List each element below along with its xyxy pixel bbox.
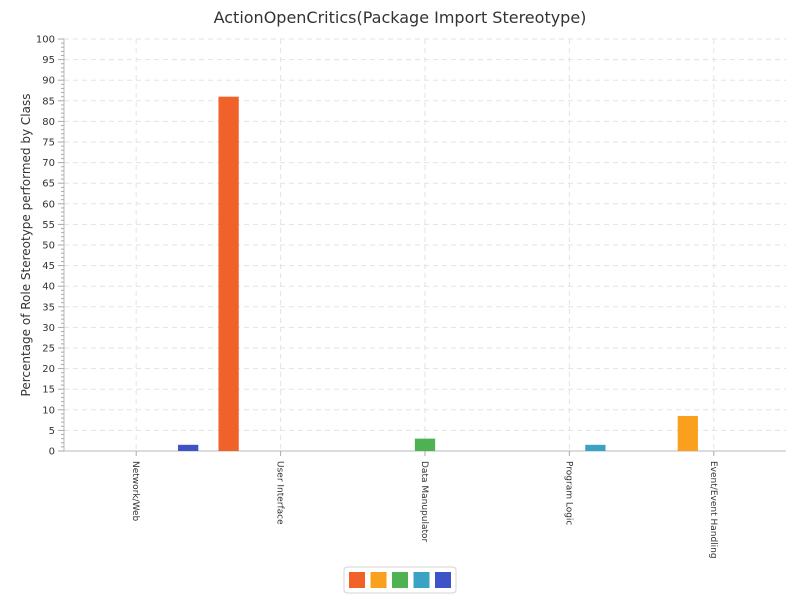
y-tick-label: 70 [42, 158, 55, 169]
x-tick-label: User Interface [275, 461, 285, 525]
legend-swatch[interactable] [392, 572, 408, 588]
y-tick-label: 80 [42, 117, 55, 128]
y-tick-label: 55 [42, 220, 55, 231]
y-tick-label: 25 [42, 344, 55, 355]
legend-swatch[interactable] [370, 572, 387, 588]
legend[interactable] [343, 566, 457, 594]
axes: 0 5 10 15 20 25 30 35 40 45 50 55 60 65 70 75 80 85 90 95 10… [36, 35, 786, 559]
y-tick-label: 60 [42, 199, 55, 210]
legend-swatch[interactable] [349, 572, 365, 588]
x-tick-label: Network/Web [130, 461, 140, 522]
x-tick-label: Event/Event Handling [708, 461, 718, 559]
y-tick-label: 50 [42, 241, 55, 252]
y-axis-label: Percentage of Role Stereotype performed … [19, 94, 33, 397]
bars [178, 96, 698, 452]
grid [64, 38, 786, 451]
y-tick-label: 95 [42, 55, 55, 66]
y-tick-label: 20 [42, 364, 55, 375]
y-tick-label: 90 [42, 76, 55, 87]
bar[interactable] [178, 444, 199, 451]
x-tick-label: Program Logic [563, 461, 573, 525]
y-tick-label: 30 [42, 323, 55, 334]
y-tick-label: 45 [42, 261, 55, 272]
y-tick-label: 10 [42, 405, 55, 416]
bar[interactable] [677, 415, 698, 451]
y-tick-label: 5 [49, 426, 55, 437]
y-tick-label: 100 [36, 35, 55, 46]
bar[interactable] [585, 444, 606, 451]
y-tick-label: 75 [42, 138, 55, 149]
legend-swatch[interactable] [413, 572, 430, 588]
bar[interactable] [414, 438, 436, 451]
x-tick-label: Data Manupulator [419, 461, 429, 543]
y-tick-label: 35 [42, 302, 55, 313]
y-tick-label: 15 [42, 385, 55, 396]
y-tick-label: 65 [42, 179, 55, 190]
legend-swatch[interactable] [435, 572, 451, 588]
chart-title: ActionOpenCritics(Package Import Stereot… [214, 8, 587, 27]
y-tick-label: 0 [49, 447, 55, 458]
y-tick-label: 40 [42, 282, 55, 293]
bar[interactable] [218, 96, 239, 452]
y-tick-label: 85 [42, 96, 55, 107]
